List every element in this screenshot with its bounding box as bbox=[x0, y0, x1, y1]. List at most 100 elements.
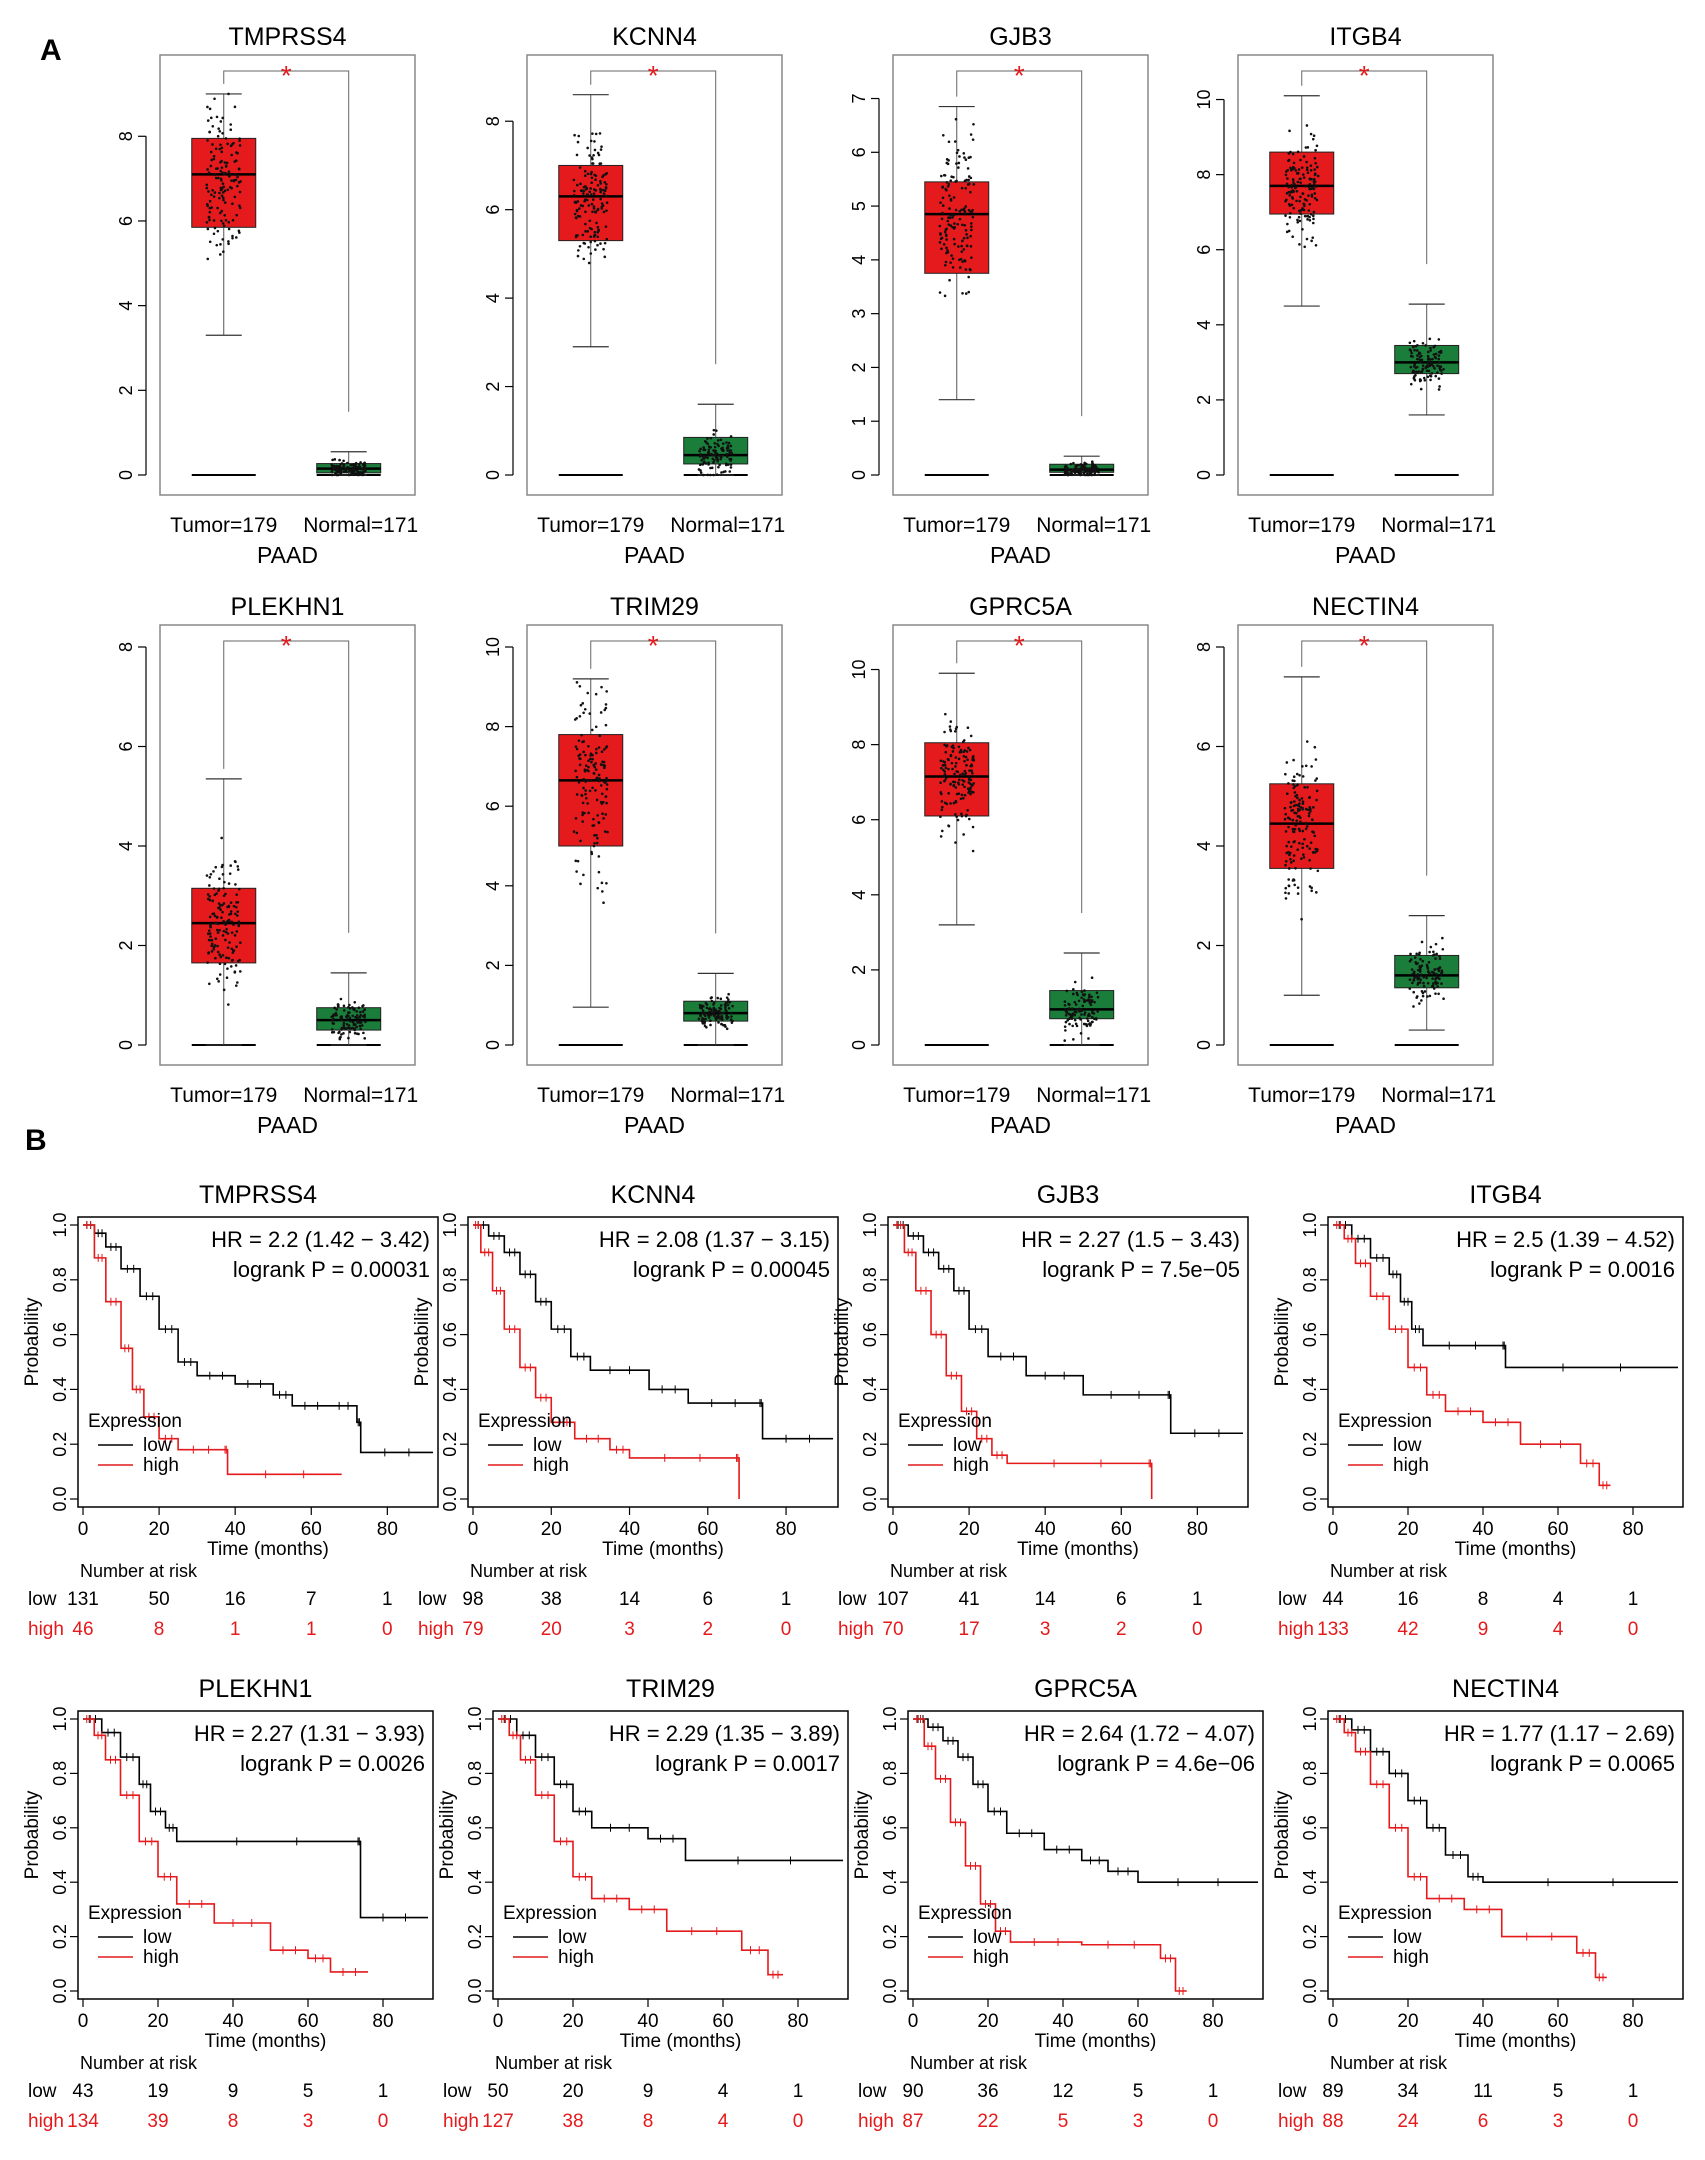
tumor-point bbox=[235, 930, 239, 933]
tumor-point bbox=[1284, 863, 1287, 867]
tumor-point bbox=[588, 789, 592, 793]
normal-point bbox=[698, 1003, 702, 1007]
km-curve-high bbox=[1333, 1718, 1607, 1979]
tumor-point bbox=[584, 753, 587, 757]
tumor-point bbox=[1313, 180, 1317, 183]
tumor-point bbox=[579, 182, 582, 186]
tumor-point bbox=[953, 222, 956, 225]
normal-point bbox=[1428, 337, 1432, 341]
x-tick-label: 0 bbox=[78, 1519, 89, 1540]
normal-point bbox=[704, 1001, 708, 1005]
tumor-point bbox=[1296, 886, 1300, 889]
tumor-point bbox=[1296, 783, 1300, 786]
y-tick-label: 0.4 bbox=[440, 1377, 460, 1402]
x-tick-label: 40 bbox=[1472, 1519, 1493, 1540]
tumor-point bbox=[237, 181, 241, 184]
normal-point bbox=[728, 449, 731, 452]
normal-point bbox=[1429, 374, 1433, 378]
tumor-point bbox=[967, 275, 971, 279]
tumor-point bbox=[229, 910, 233, 913]
y-tick-label: 4 bbox=[1194, 320, 1214, 330]
tumor-point bbox=[222, 224, 226, 228]
tumor-point bbox=[1313, 834, 1317, 838]
normal-point bbox=[1082, 471, 1086, 475]
normal-point bbox=[1433, 968, 1437, 971]
x-tick-label: 20 bbox=[1397, 2011, 1418, 2032]
normal-point bbox=[1432, 345, 1435, 349]
y-tick-label: 5 bbox=[849, 201, 869, 211]
tumor-point bbox=[229, 912, 233, 916]
tumor-point bbox=[579, 839, 582, 843]
normal-point bbox=[333, 1006, 336, 1010]
tumor-point bbox=[1310, 765, 1313, 768]
tumor-point bbox=[233, 195, 237, 199]
risk-row-label-high: high bbox=[418, 1619, 454, 1640]
plot-title: GJB3 bbox=[1037, 1181, 1100, 1209]
normal-point bbox=[702, 1005, 705, 1008]
tumor-point bbox=[576, 200, 580, 203]
y-tick-label: 8 bbox=[1194, 642, 1214, 652]
tumor-point bbox=[604, 225, 608, 228]
risk-low-value: 6 bbox=[702, 1589, 713, 1610]
tumor-point bbox=[1305, 124, 1309, 127]
tumor-point bbox=[579, 757, 582, 761]
risk-high-value: 0 bbox=[382, 1619, 393, 1640]
hazard-ratio: HR = 2.29 (1.35 − 3.89) bbox=[609, 1721, 840, 1746]
tumor-point bbox=[212, 887, 216, 890]
risk-high-value: 17 bbox=[959, 1619, 980, 1640]
normal-point bbox=[334, 1011, 338, 1015]
km-curve-high bbox=[83, 1224, 342, 1476]
normal-point bbox=[709, 1019, 712, 1023]
normal-point bbox=[719, 438, 723, 442]
normal-point bbox=[1069, 1013, 1072, 1016]
tumor-point bbox=[939, 781, 942, 785]
tumor-point bbox=[218, 196, 221, 200]
x-tick-label: 40 bbox=[619, 1519, 640, 1540]
tumor-point bbox=[207, 216, 211, 219]
tumor-point bbox=[592, 207, 596, 210]
tumor-point bbox=[219, 903, 222, 907]
tumor-point bbox=[961, 783, 964, 786]
normal-point bbox=[712, 461, 715, 464]
km-curve-high bbox=[473, 1224, 740, 1499]
normal-point bbox=[713, 450, 717, 453]
logrank-p: logrank P = 0.0017 bbox=[655, 1751, 840, 1776]
tumor-point bbox=[961, 239, 964, 243]
tumor-point bbox=[957, 161, 961, 165]
plot-frame bbox=[467, 1216, 839, 1508]
tumor-point bbox=[1287, 782, 1290, 785]
tumor-point bbox=[952, 175, 955, 179]
tumor-point bbox=[1307, 209, 1311, 212]
tumor-point bbox=[601, 890, 604, 893]
tumor-point bbox=[960, 793, 964, 797]
tumor-point bbox=[1285, 198, 1288, 202]
tumor-point bbox=[971, 825, 975, 829]
normal-point bbox=[699, 447, 702, 451]
tumor-point bbox=[205, 221, 209, 224]
tumor-point bbox=[600, 881, 604, 885]
y-tick-label: 1.0 bbox=[1300, 1212, 1320, 1237]
tumor-point bbox=[945, 744, 948, 748]
tumor-point bbox=[594, 132, 598, 136]
normal-point bbox=[343, 467, 347, 470]
y-tick-label: 0.6 bbox=[50, 1815, 70, 1840]
normal-point bbox=[728, 1000, 732, 1004]
legend-label-high: high bbox=[973, 1947, 1009, 1968]
tumor-point bbox=[226, 188, 230, 192]
normal-point bbox=[1065, 989, 1069, 993]
tumor-point bbox=[582, 189, 586, 193]
normal-point bbox=[1435, 972, 1438, 976]
normal-point bbox=[1078, 1016, 1081, 1020]
tumor-point bbox=[604, 813, 608, 816]
x-tick-label: 60 bbox=[1111, 1519, 1132, 1540]
tumor-point bbox=[227, 227, 231, 231]
y-tick-label: 2 bbox=[483, 960, 503, 970]
tumor-point bbox=[943, 760, 947, 764]
normal-point bbox=[1409, 382, 1413, 386]
legend-label-high: high bbox=[143, 1455, 179, 1476]
tumor-point bbox=[1313, 156, 1317, 160]
tumor-point bbox=[1301, 806, 1304, 810]
tumor-point bbox=[208, 218, 211, 222]
tumor-point bbox=[963, 223, 967, 227]
